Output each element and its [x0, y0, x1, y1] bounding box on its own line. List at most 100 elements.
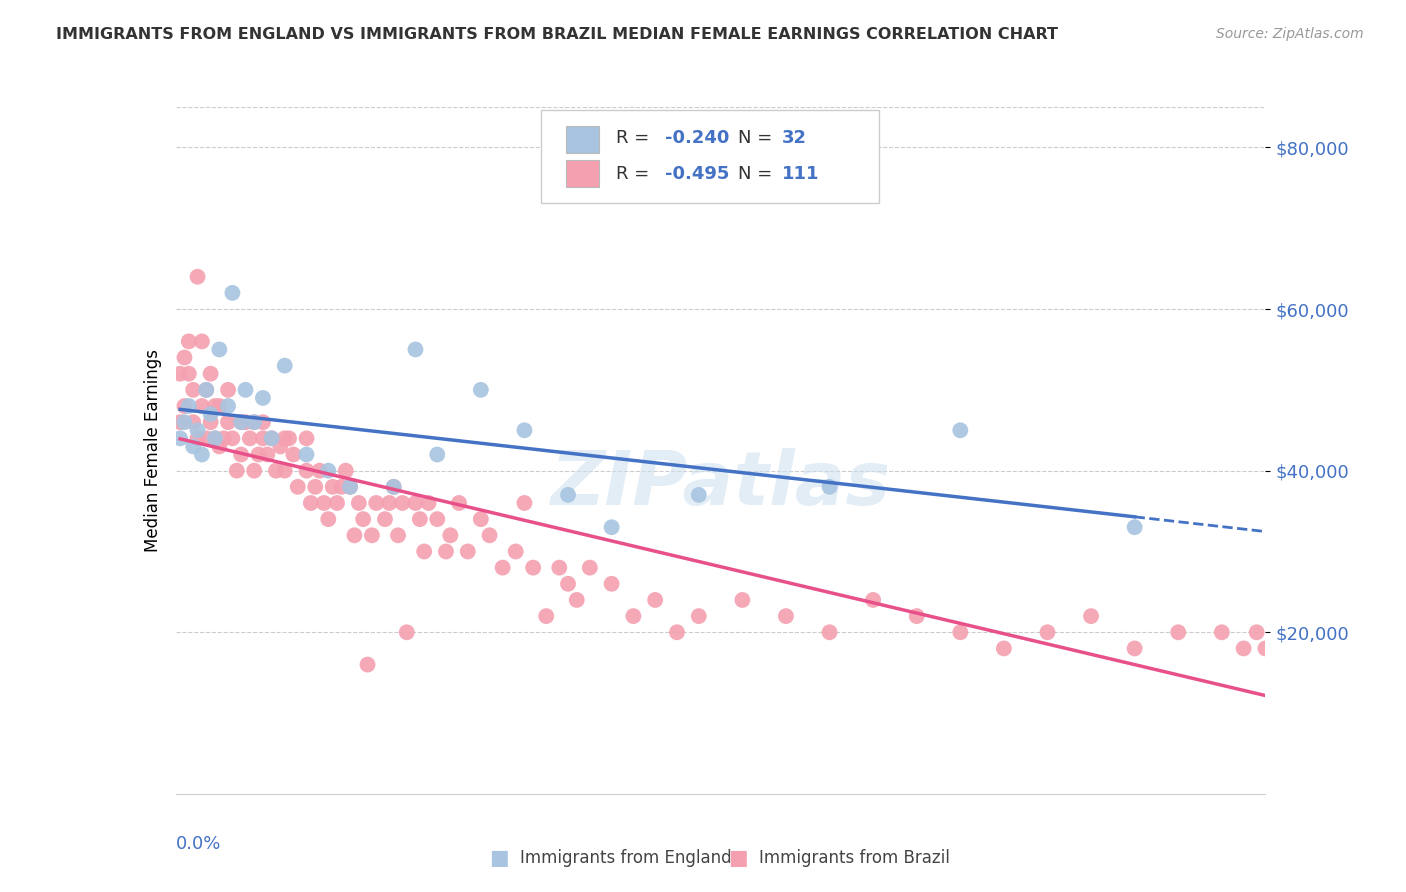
Point [181, 383, 204, 397]
Point [181, 439, 204, 453]
Point [1167, 625, 1189, 640]
Point [557, 576, 579, 591]
Point [208, 439, 231, 453]
Point [905, 609, 928, 624]
Point [322, 480, 344, 494]
Point [204, 431, 226, 445]
Point [335, 464, 357, 478]
Point [231, 415, 253, 429]
Point [200, 415, 222, 429]
Point [239, 431, 262, 445]
Point [548, 560, 571, 574]
Point [264, 464, 287, 478]
Point [274, 359, 297, 373]
Point [186, 423, 209, 437]
Point [993, 641, 1015, 656]
Point [818, 625, 841, 640]
Point [1232, 641, 1256, 656]
Point [204, 399, 226, 413]
FancyBboxPatch shape [541, 111, 879, 203]
Point [212, 431, 235, 445]
Point [191, 399, 214, 413]
Point [191, 334, 214, 349]
Point [405, 343, 427, 357]
Point [260, 431, 283, 445]
Point [243, 415, 266, 429]
Text: 111: 111 [782, 165, 820, 183]
Text: -0.495: -0.495 [665, 165, 730, 183]
Point [208, 343, 231, 357]
Point [231, 448, 253, 462]
Point [600, 520, 623, 534]
Point [600, 576, 623, 591]
Point [225, 464, 247, 478]
Point [287, 480, 309, 494]
Point [295, 448, 318, 462]
Point [283, 448, 305, 462]
Point [565, 593, 588, 607]
Text: IMMIGRANTS FROM ENGLAND VS IMMIGRANTS FROM BRAZIL MEDIAN FEMALE EARNINGS CORRELA: IMMIGRANTS FROM ENGLAND VS IMMIGRANTS FR… [56, 27, 1059, 42]
Point [235, 415, 257, 429]
Point [356, 657, 378, 672]
Point [439, 528, 461, 542]
Point [304, 480, 326, 494]
Point [470, 512, 492, 526]
Point [522, 560, 544, 574]
Text: Immigrants from England: Immigrants from England [520, 849, 733, 867]
Point [195, 383, 218, 397]
Point [173, 399, 195, 413]
Point [217, 383, 239, 397]
Point [360, 528, 382, 542]
Point [1211, 625, 1233, 640]
Point [1320, 633, 1343, 648]
Text: ■: ■ [489, 848, 509, 868]
Point [243, 415, 266, 429]
Point [312, 496, 335, 510]
Y-axis label: Median Female Earnings: Median Female Earnings [143, 349, 162, 552]
Point [1277, 641, 1299, 656]
Point [434, 544, 457, 558]
Point [557, 488, 579, 502]
Point [295, 431, 318, 445]
Text: Source: ZipAtlas.com: Source: ZipAtlas.com [1216, 27, 1364, 41]
Point [818, 480, 841, 494]
Point [413, 544, 436, 558]
Point [949, 625, 972, 640]
Point [256, 448, 278, 462]
Point [278, 431, 301, 445]
Point [688, 609, 710, 624]
Point [252, 415, 274, 429]
Point [204, 431, 226, 445]
Point [418, 496, 440, 510]
Point [231, 415, 253, 429]
Point [382, 480, 405, 494]
Point [378, 496, 401, 510]
Point [247, 448, 270, 462]
Point [186, 269, 209, 284]
Point [221, 431, 243, 445]
Point [169, 367, 191, 381]
Point [426, 448, 449, 462]
Point [513, 496, 536, 510]
Point [862, 593, 884, 607]
Point [191, 448, 214, 462]
Point [1246, 625, 1268, 640]
Text: R =: R = [616, 165, 655, 183]
Point [644, 593, 666, 607]
Point [269, 439, 291, 453]
Point [513, 423, 536, 437]
Point [195, 383, 218, 397]
Point [221, 285, 243, 300]
Point [775, 609, 797, 624]
Point [382, 480, 405, 494]
Point [621, 609, 644, 624]
Point [260, 431, 283, 445]
Point [208, 399, 231, 413]
Point [478, 528, 501, 542]
Point [308, 464, 330, 478]
Point [1123, 520, 1146, 534]
Point [326, 496, 349, 510]
Point [1123, 641, 1146, 656]
Point [181, 415, 204, 429]
Point [1254, 641, 1277, 656]
